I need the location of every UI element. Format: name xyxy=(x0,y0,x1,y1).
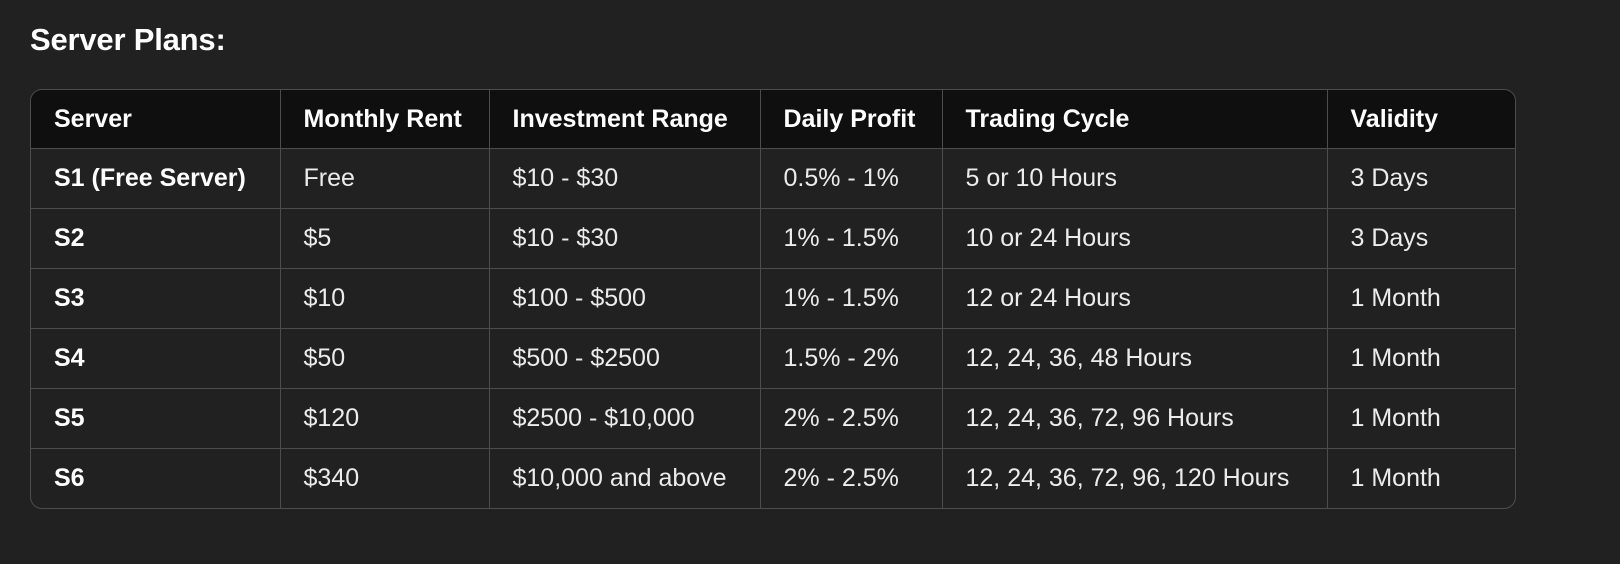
table-row: S4 $50 $500 - $2500 1.5% - 2% 12, 24, 36… xyxy=(31,328,1515,389)
server-cell: S5 xyxy=(31,388,281,449)
investment-range-cell: $100 - $500 xyxy=(489,268,761,329)
table-row: S2 $5 $10 - $30 1% - 1.5% 10 or 24 Hours… xyxy=(31,208,1515,269)
validity-cell: 1 Month xyxy=(1327,268,1515,329)
trading-cycle-cell: 12 or 24 Hours xyxy=(942,268,1328,329)
page-heading: Server Plans: xyxy=(30,22,226,57)
column-header-daily-profit: Daily Profit xyxy=(760,90,943,149)
daily-profit-cell: 2% - 2.5% xyxy=(760,448,943,508)
trading-cycle-cell: 5 or 10 Hours xyxy=(942,148,1328,209)
column-header-server: Server xyxy=(31,90,281,149)
header-row: Server Monthly Rent Investment Range Dai… xyxy=(31,90,1515,149)
validity-cell: 1 Month xyxy=(1350,464,1441,492)
daily-profit-cell: 2% - 2.5% xyxy=(760,388,943,449)
column-header-monthly-rent: Monthly Rent xyxy=(280,90,490,149)
trading-cycle-cell: 12, 24, 36, 48 Hours xyxy=(942,328,1328,389)
table-row: S1 (Free Server) Free $10 - $30 0.5% - 1… xyxy=(31,148,1515,209)
table-body: S1 (Free Server) Free $10 - $30 0.5% - 1… xyxy=(31,148,1515,508)
daily-profit-cell: 1.5% - 2% xyxy=(760,328,943,389)
trading-cycle-cell: 10 or 24 Hours xyxy=(942,208,1328,269)
validity-cell: 3 Days xyxy=(1327,208,1515,269)
server-cell: S1 (Free Server) xyxy=(31,148,281,209)
validity-cell: 1 Month xyxy=(1327,388,1515,449)
server-plans-table: Server Monthly Rent Investment Range Dai… xyxy=(31,90,1515,508)
table-row: S6 $340 $10,000 and above 2% - 2.5% 12, … xyxy=(31,448,1515,508)
daily-profit-cell: 1% - 1.5% xyxy=(760,268,943,329)
server-plans-table-container: Server Monthly Rent Investment Range Dai… xyxy=(30,89,1516,509)
table-header: Server Monthly Rent Investment Range Dai… xyxy=(31,90,1515,149)
server-cell: S6 xyxy=(31,448,281,508)
table-row: S5 $120 $2500 - $10,000 2% - 2.5% 12, 24… xyxy=(31,388,1515,449)
investment-range-cell: $10,000 and above xyxy=(489,448,761,508)
monthly-rent-cell: $5 xyxy=(280,208,490,269)
investment-range-cell: $500 - $2500 xyxy=(489,328,761,389)
monthly-rent-cell: Free xyxy=(280,148,490,209)
monthly-rent-cell: $50 xyxy=(280,328,490,389)
server-cell: S2 xyxy=(31,208,281,269)
investment-range-cell: $2500 - $10,000 xyxy=(489,388,761,449)
table-row: S3 $10 $100 - $500 1% - 1.5% 12 or 24 Ho… xyxy=(31,268,1515,329)
server-cell: S4 xyxy=(31,328,281,389)
server-cell: S3 xyxy=(31,268,281,329)
investment-range-cell: $10 - $30 xyxy=(489,148,761,209)
monthly-rent-cell: $120 xyxy=(280,388,490,449)
column-header-validity: Validity xyxy=(1327,90,1515,149)
daily-profit-cell: 1% - 1.5% xyxy=(760,208,943,269)
monthly-rent-cell: $340 xyxy=(280,448,490,508)
daily-profit-cell: 0.5% - 1% xyxy=(760,148,943,209)
validity-cell: 1 Month xyxy=(1327,328,1515,389)
trading-cycle-cell: 12, 24, 36, 72, 96 Hours xyxy=(942,388,1328,449)
column-header-trading-cycle: Trading Cycle xyxy=(942,90,1328,149)
validity-cell: 3 Days xyxy=(1327,148,1515,209)
trading-cycle-cell: 12, 24, 36, 72, 96, 120 Hours xyxy=(942,448,1328,508)
monthly-rent-cell: $10 xyxy=(280,268,490,329)
column-header-investment-range: Investment Range xyxy=(489,90,761,149)
investment-range-cell: $10 - $30 xyxy=(489,208,761,269)
